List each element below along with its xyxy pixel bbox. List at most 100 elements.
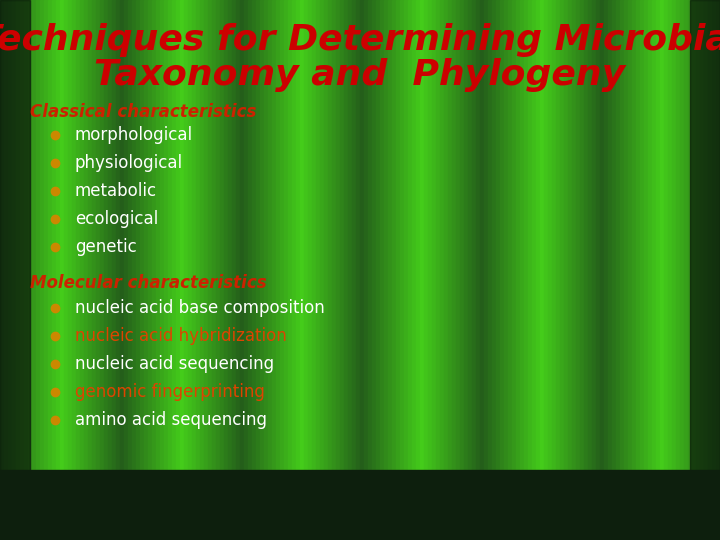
Bar xyxy=(172,0,176,540)
Bar xyxy=(672,0,677,540)
Bar xyxy=(680,0,685,540)
Bar xyxy=(60,0,65,540)
Bar xyxy=(432,0,436,540)
Bar xyxy=(424,0,428,540)
Bar xyxy=(8,0,12,540)
Bar xyxy=(608,0,613,540)
Bar xyxy=(188,0,192,540)
Bar xyxy=(212,0,217,540)
Bar xyxy=(360,0,364,540)
Bar xyxy=(516,0,521,540)
Text: ecological: ecological xyxy=(75,210,158,228)
Bar xyxy=(244,0,248,540)
Bar xyxy=(632,0,636,540)
Polygon shape xyxy=(0,480,720,540)
Bar xyxy=(196,0,200,540)
Bar xyxy=(704,0,708,540)
Bar xyxy=(20,0,24,540)
Bar xyxy=(248,0,253,540)
Bar xyxy=(716,0,720,540)
Text: Techniques for Determining Microbial: Techniques for Determining Microbial xyxy=(0,23,720,57)
Bar xyxy=(216,0,220,540)
Bar xyxy=(316,0,320,540)
Bar xyxy=(528,0,533,540)
Bar xyxy=(228,0,233,540)
Bar xyxy=(32,0,37,540)
Bar xyxy=(0,0,30,540)
Bar xyxy=(40,0,45,540)
Bar xyxy=(644,0,649,540)
Bar xyxy=(400,0,405,540)
Bar xyxy=(544,0,549,540)
Bar xyxy=(480,0,485,540)
Bar xyxy=(592,0,596,540)
Bar xyxy=(588,0,593,540)
Bar xyxy=(88,0,92,540)
Bar xyxy=(576,0,580,540)
Bar xyxy=(412,0,416,540)
Bar xyxy=(700,0,704,540)
Text: nucleic acid base composition: nucleic acid base composition xyxy=(75,299,325,317)
Bar xyxy=(388,0,392,540)
Bar xyxy=(252,0,256,540)
Text: Taxonomy and  Phylogeny: Taxonomy and Phylogeny xyxy=(94,58,626,92)
Bar xyxy=(200,0,204,540)
Bar xyxy=(152,0,156,540)
Bar xyxy=(416,0,420,540)
Bar xyxy=(100,0,104,540)
Bar xyxy=(104,0,109,540)
Bar xyxy=(556,0,560,540)
Bar xyxy=(472,0,477,540)
Bar xyxy=(268,0,272,540)
Bar xyxy=(208,0,212,540)
Bar xyxy=(204,0,209,540)
Bar xyxy=(488,0,492,540)
Bar xyxy=(192,0,197,540)
Bar xyxy=(28,0,32,540)
Bar xyxy=(120,0,125,540)
Bar xyxy=(648,0,652,540)
Bar xyxy=(156,0,161,540)
Bar xyxy=(468,0,472,540)
Bar xyxy=(492,0,497,540)
Bar xyxy=(668,0,672,540)
Bar xyxy=(696,0,701,540)
Bar xyxy=(356,0,361,540)
Bar xyxy=(344,0,348,540)
Bar xyxy=(404,0,408,540)
Bar xyxy=(224,0,228,540)
Bar xyxy=(352,0,356,540)
Text: metabolic: metabolic xyxy=(75,182,157,200)
Bar xyxy=(584,0,588,540)
Bar xyxy=(520,0,524,540)
Bar xyxy=(64,0,68,540)
Bar xyxy=(124,0,128,540)
Bar xyxy=(664,0,668,540)
Bar xyxy=(304,0,308,540)
Bar xyxy=(690,0,720,540)
Bar xyxy=(620,0,624,540)
Text: nucleic acid sequencing: nucleic acid sequencing xyxy=(75,355,274,373)
Bar xyxy=(136,0,140,540)
Bar xyxy=(308,0,312,540)
Bar xyxy=(636,0,641,540)
Bar xyxy=(280,0,284,540)
Bar xyxy=(580,0,585,540)
Bar xyxy=(548,0,552,540)
Bar xyxy=(276,0,281,540)
Bar xyxy=(420,0,425,540)
Bar xyxy=(72,0,76,540)
Bar xyxy=(68,0,73,540)
Bar xyxy=(36,0,40,540)
Bar xyxy=(600,0,605,540)
Bar xyxy=(452,0,456,540)
Bar xyxy=(12,0,17,540)
Bar xyxy=(476,0,480,540)
Bar xyxy=(368,0,372,540)
Bar xyxy=(336,0,341,540)
Bar xyxy=(560,0,564,540)
Bar xyxy=(132,0,137,540)
Bar xyxy=(552,0,557,540)
Bar xyxy=(144,0,148,540)
Text: amino acid sequencing: amino acid sequencing xyxy=(75,411,267,429)
